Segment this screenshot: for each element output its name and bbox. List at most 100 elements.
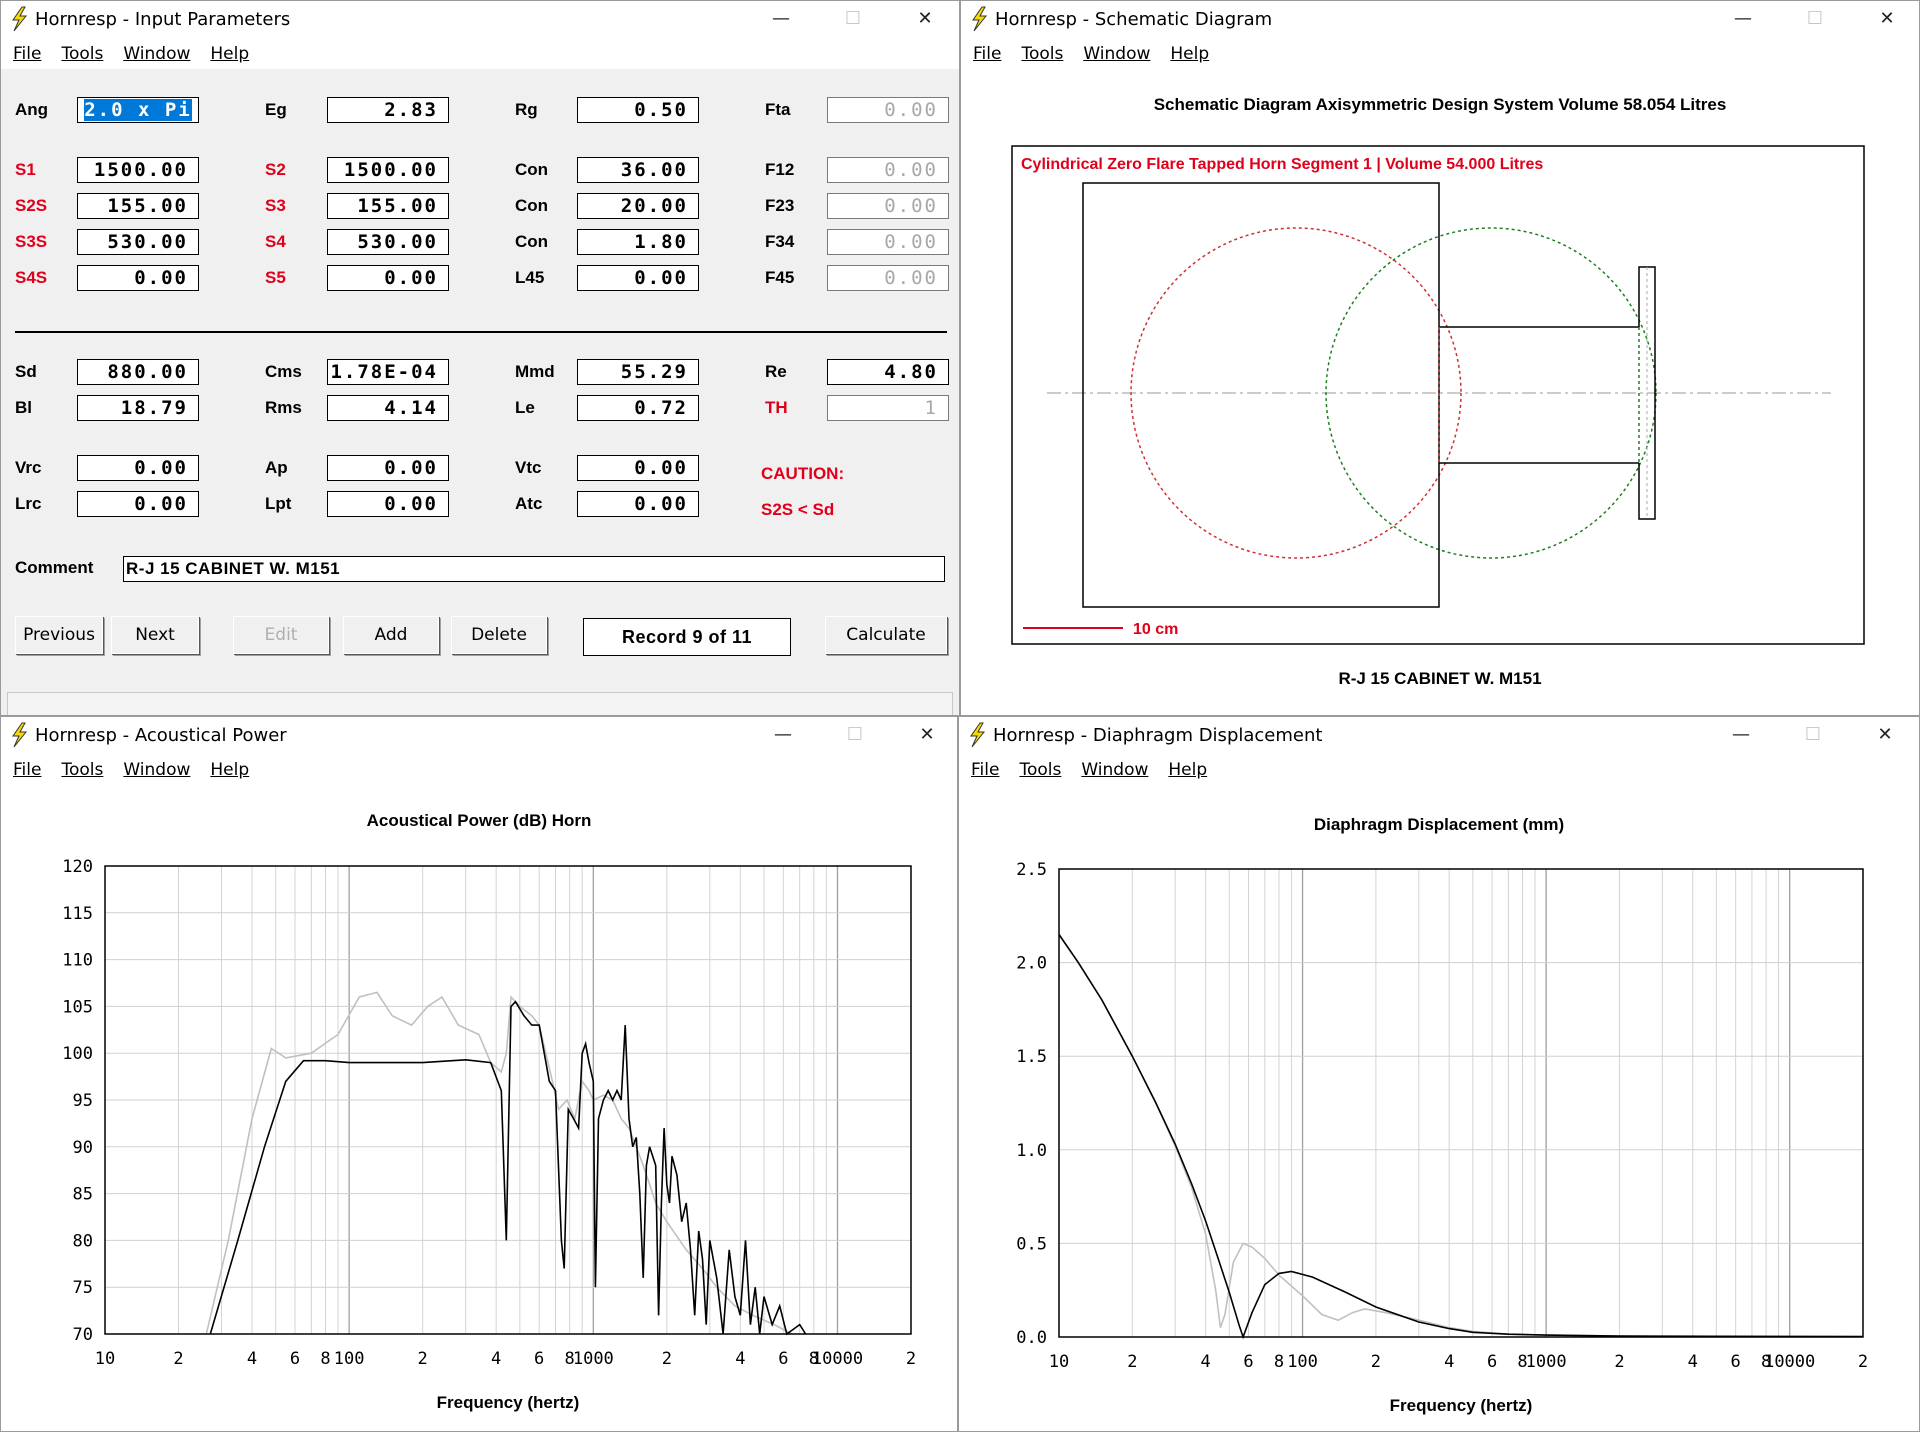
y-tick-label: 110 — [62, 951, 93, 971]
minimize-button[interactable]: — — [1734, 8, 1752, 29]
param-field[interactable]: 0.00 — [327, 455, 449, 481]
menu-window[interactable]: Window — [123, 44, 191, 64]
param-field[interactable]: 0.00 — [577, 265, 699, 291]
title-bar[interactable]: Hornresp - Input Parameters — ☐ ✕ — [1, 1, 959, 39]
maximize-button[interactable]: ☐ — [1804, 724, 1822, 745]
param-field[interactable]: 4.14 — [327, 395, 449, 421]
edit-button[interactable]: Edit — [233, 616, 329, 654]
param-field[interactable]: 36.00 — [577, 157, 699, 183]
menu-help[interactable]: Help — [210, 760, 250, 780]
param-field[interactable]: 20.00 — [577, 193, 699, 219]
x-tick-label: 6 — [1731, 1352, 1741, 1372]
chart-title: Acoustical Power (dB) Horn — [366, 811, 592, 830]
maximize-button[interactable]: ☐ — [1806, 8, 1824, 29]
close-button[interactable]: ✕ — [917, 8, 933, 29]
menu-window[interactable]: Window — [123, 760, 191, 780]
x-tick-label: 8 — [1761, 1352, 1771, 1372]
param-label: Rg — [515, 100, 538, 119]
param-field[interactable]: 1 — [827, 395, 949, 421]
param-field[interactable]: 0.00 — [827, 97, 949, 123]
param-field[interactable]: 0.72 — [577, 395, 699, 421]
param-field[interactable]: 2.0 x Pi — [77, 97, 199, 123]
param-field[interactable]: 1.80 — [577, 229, 699, 255]
separator — [15, 331, 947, 333]
param-field[interactable]: 0.00 — [827, 265, 949, 291]
menu-tools[interactable]: Tools — [1021, 44, 1064, 64]
next-button[interactable]: Next — [111, 616, 199, 654]
power-chart-area: Acoustical Power (dB) Horn 120 115 110 105 1… — [1, 785, 957, 1431]
record-indicator: Record 9 of 11 — [583, 618, 791, 656]
param-field[interactable]: 1500.00 — [327, 157, 449, 183]
menu-file[interactable]: File — [13, 760, 42, 780]
param-field[interactable]: 4.80 — [827, 359, 949, 385]
param-field[interactable]: 530.00 — [77, 229, 199, 255]
x-tick-label: 4 — [247, 1349, 257, 1369]
menu-window[interactable]: Window — [1083, 44, 1151, 64]
y-tick-label: 100 — [62, 1044, 93, 1064]
close-button[interactable]: ✕ — [1877, 724, 1893, 745]
minimize-button[interactable]: — — [1732, 724, 1750, 745]
param-field[interactable]: 880.00 — [77, 359, 199, 385]
minimize-button[interactable]: — — [774, 724, 792, 745]
close-button[interactable]: ✕ — [919, 724, 935, 745]
param-field[interactable]: 18.79 — [77, 395, 199, 421]
menu-tools[interactable]: Tools — [61, 44, 104, 64]
param-label: Lrc — [15, 494, 42, 513]
x-tick-label: 4 — [1688, 1352, 1698, 1372]
add-button[interactable]: Add — [343, 616, 439, 654]
param-field[interactable]: 1500.00 — [77, 157, 199, 183]
delete-button[interactable]: Delete — [451, 616, 547, 654]
x-tick-label: 2 — [906, 1349, 916, 1369]
param-field[interactable]: 1.78E-04 — [327, 359, 449, 385]
param-field[interactable]: 2.83 — [327, 97, 449, 123]
calculate-button[interactable]: Calculate — [825, 616, 947, 654]
menu-help[interactable]: Help — [210, 44, 250, 64]
param-field[interactable]: 0.00 — [77, 491, 199, 517]
param-field[interactable]: 530.00 — [327, 229, 449, 255]
title-bar[interactable]: Hornresp - Acoustical Power — ☐ ✕ — [1, 717, 957, 755]
menu-file[interactable]: File — [973, 44, 1002, 64]
param-field[interactable]: 0.00 — [77, 265, 199, 291]
param-label: Vtc — [515, 458, 542, 477]
red-circle — [1130, 227, 1462, 559]
x-tick-label: 100 — [334, 1349, 365, 1369]
y-tick-label: 0.5 — [1016, 1234, 1047, 1254]
menu-tools[interactable]: Tools — [61, 760, 104, 780]
close-button[interactable]: ✕ — [1879, 8, 1895, 29]
param-field[interactable]: 0.00 — [577, 455, 699, 481]
param-label: F12 — [765, 160, 795, 179]
param-field[interactable]: 0.00 — [577, 491, 699, 517]
maximize-button[interactable]: ☐ — [846, 724, 864, 745]
chart-title: Diaphragm Displacement (mm) — [1313, 815, 1565, 834]
comment-field[interactable]: R-J 15 CABINET W. M151 — [123, 556, 945, 582]
menu-file[interactable]: File — [971, 760, 1000, 780]
param-field[interactable]: 0.00 — [327, 491, 449, 517]
menu-window[interactable]: Window — [1081, 760, 1149, 780]
param-field[interactable]: 155.00 — [327, 193, 449, 219]
title-bar[interactable]: Hornresp - Schematic Diagram — ☐ ✕ — [961, 1, 1919, 39]
param-field[interactable]: 0.00 — [827, 193, 949, 219]
title-bar[interactable]: Hornresp - Diaphragm Displacement — ☐ ✕ — [959, 717, 1919, 755]
param-field[interactable]: 155.00 — [77, 193, 199, 219]
menu-tools[interactable]: Tools — [1019, 760, 1062, 780]
param-field[interactable]: 0.00 — [827, 157, 949, 183]
x-tick-label: 1000 — [573, 1349, 614, 1369]
scale-label: 10 cm — [1133, 621, 1178, 638]
minimize-button[interactable]: — — [772, 8, 790, 29]
param-field[interactable]: 0.50 — [577, 97, 699, 123]
menu-help[interactable]: Help — [1168, 760, 1208, 780]
x-tick-label: 4 — [735, 1349, 745, 1369]
x-tick-label: 10000 — [812, 1349, 863, 1369]
param-field[interactable]: 55.29 — [577, 359, 699, 385]
maximize-button[interactable]: ☐ — [844, 8, 862, 29]
param-field[interactable]: 0.00 — [77, 455, 199, 481]
param-field[interactable]: 0.00 — [827, 229, 949, 255]
x-tick-label: 6 — [290, 1349, 300, 1369]
param-field[interactable]: 0.00 — [327, 265, 449, 291]
menu-help[interactable]: Help — [1170, 44, 1210, 64]
x-axis-label: Frequency (hertz) — [437, 1393, 580, 1412]
menu-file[interactable]: File — [13, 44, 42, 64]
previous-button[interactable]: Previous — [15, 616, 103, 654]
x-tick-label: 2 — [1127, 1352, 1137, 1372]
lightning-icon — [972, 6, 988, 32]
